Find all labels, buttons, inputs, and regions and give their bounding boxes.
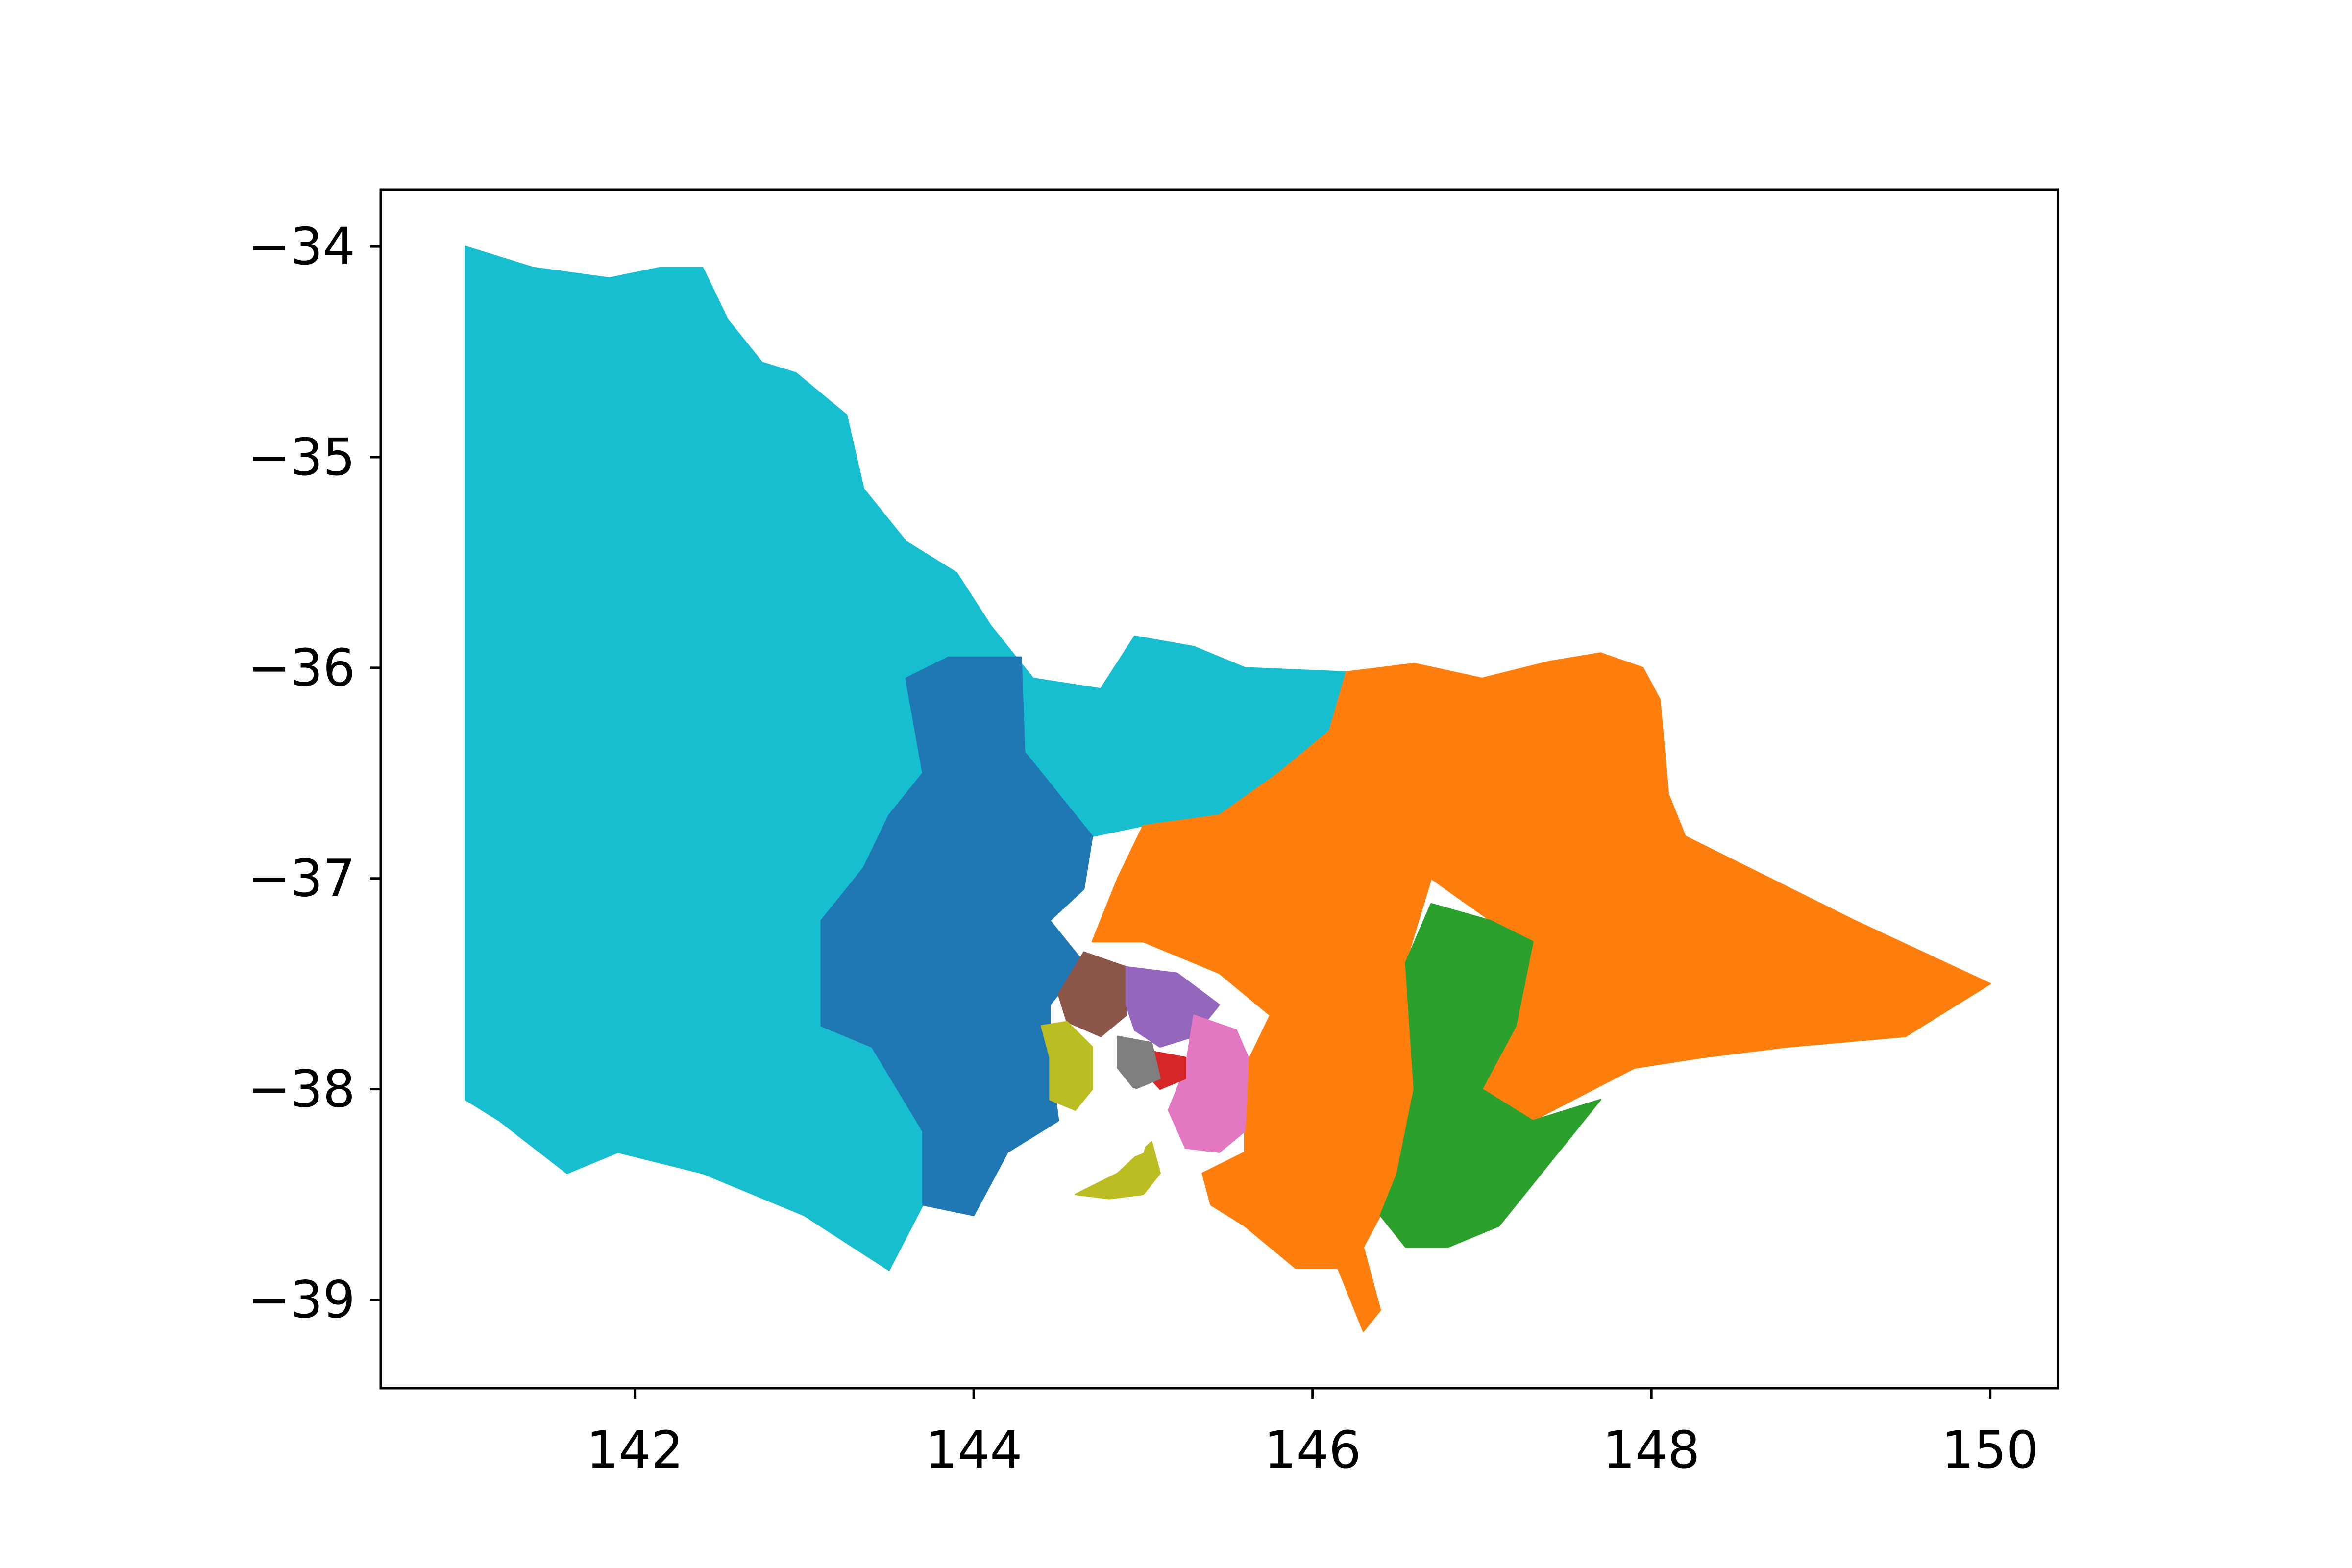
x-tick-label-150: 150 [1941,1420,2039,1480]
y-tick-label-minus37: −37 [248,849,355,908]
y-tick-label-minus36: −36 [248,638,355,698]
region-central [820,656,1093,1216]
x-axis: 142 144 146 148 150 [586,1388,2039,1480]
y-tick-label-minus34: −34 [248,217,355,276]
region-western-metro [1041,1021,1093,1111]
region-gippsland-south [1379,903,1601,1248]
y-tick-label-minus35: −35 [248,427,355,487]
y-tick-label-minus38: −38 [248,1059,355,1119]
map-regions [465,245,1991,1332]
y-tick-label-minus39: −39 [248,1270,355,1329]
region-eastern-metro [1168,1014,1249,1153]
x-tick-label-146: 146 [1264,1420,1361,1480]
region-inner-metro [1117,1035,1161,1090]
y-axis: −34 −35 −36 −37 −38 −39 [248,217,381,1329]
x-tick-label-142: 142 [586,1420,684,1480]
x-tick-label-144: 144 [925,1420,1023,1480]
region-bellarine [1075,1141,1161,1200]
x-tick-label-148: 148 [1603,1420,1700,1480]
region-port-phillip-bay [1066,1088,1152,1164]
axes-frame [379,188,2059,1390]
